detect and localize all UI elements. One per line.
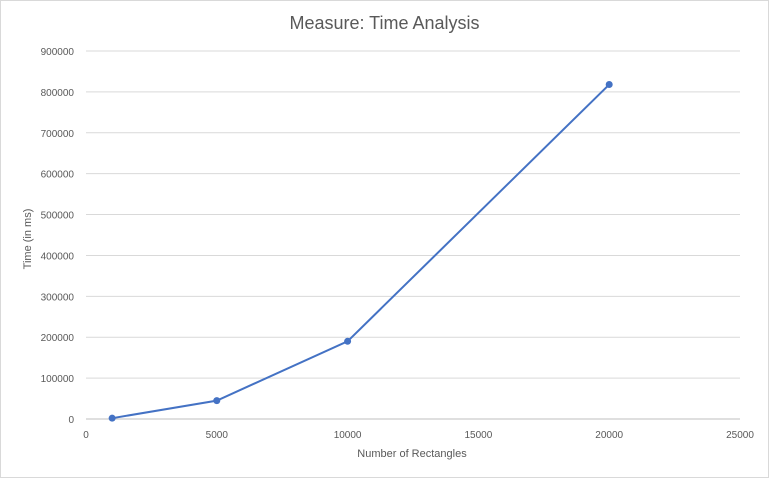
x-tick-label: 15000 [464,430,492,441]
y-tick-label: 300000 [41,292,75,303]
data-point [108,414,116,422]
grid-layer [86,50,740,420]
y-tick-label: 700000 [41,129,75,140]
data-point [605,81,613,89]
x-axis-title: Number of Rectangles [357,448,467,460]
y-tick-label: 0 [68,415,74,426]
y-tick-label: 400000 [41,251,75,262]
x-tick-label: 5000 [206,430,229,441]
x-tick-label: 10000 [334,430,362,441]
y-tick-label: 600000 [41,170,75,181]
series-line [111,83,610,420]
x-tick-label: 25000 [726,430,754,441]
tick-layer: 0100000200000300000400000500000600000700… [41,47,755,441]
y-axis-title: Time (in ms) [22,209,34,270]
y-tick-label: 500000 [41,211,75,222]
x-tick-label: 20000 [595,430,623,441]
y-tick-label: 900000 [41,47,75,58]
y-tick-label: 100000 [41,374,75,385]
chart-title: Measure: Time Analysis [289,13,480,33]
y-tick-label: 200000 [41,333,75,344]
x-tick-label: 0 [83,430,89,441]
series-layer [108,81,613,422]
y-tick-label: 800000 [41,88,75,99]
data-point [213,397,221,405]
data-point [344,337,352,345]
